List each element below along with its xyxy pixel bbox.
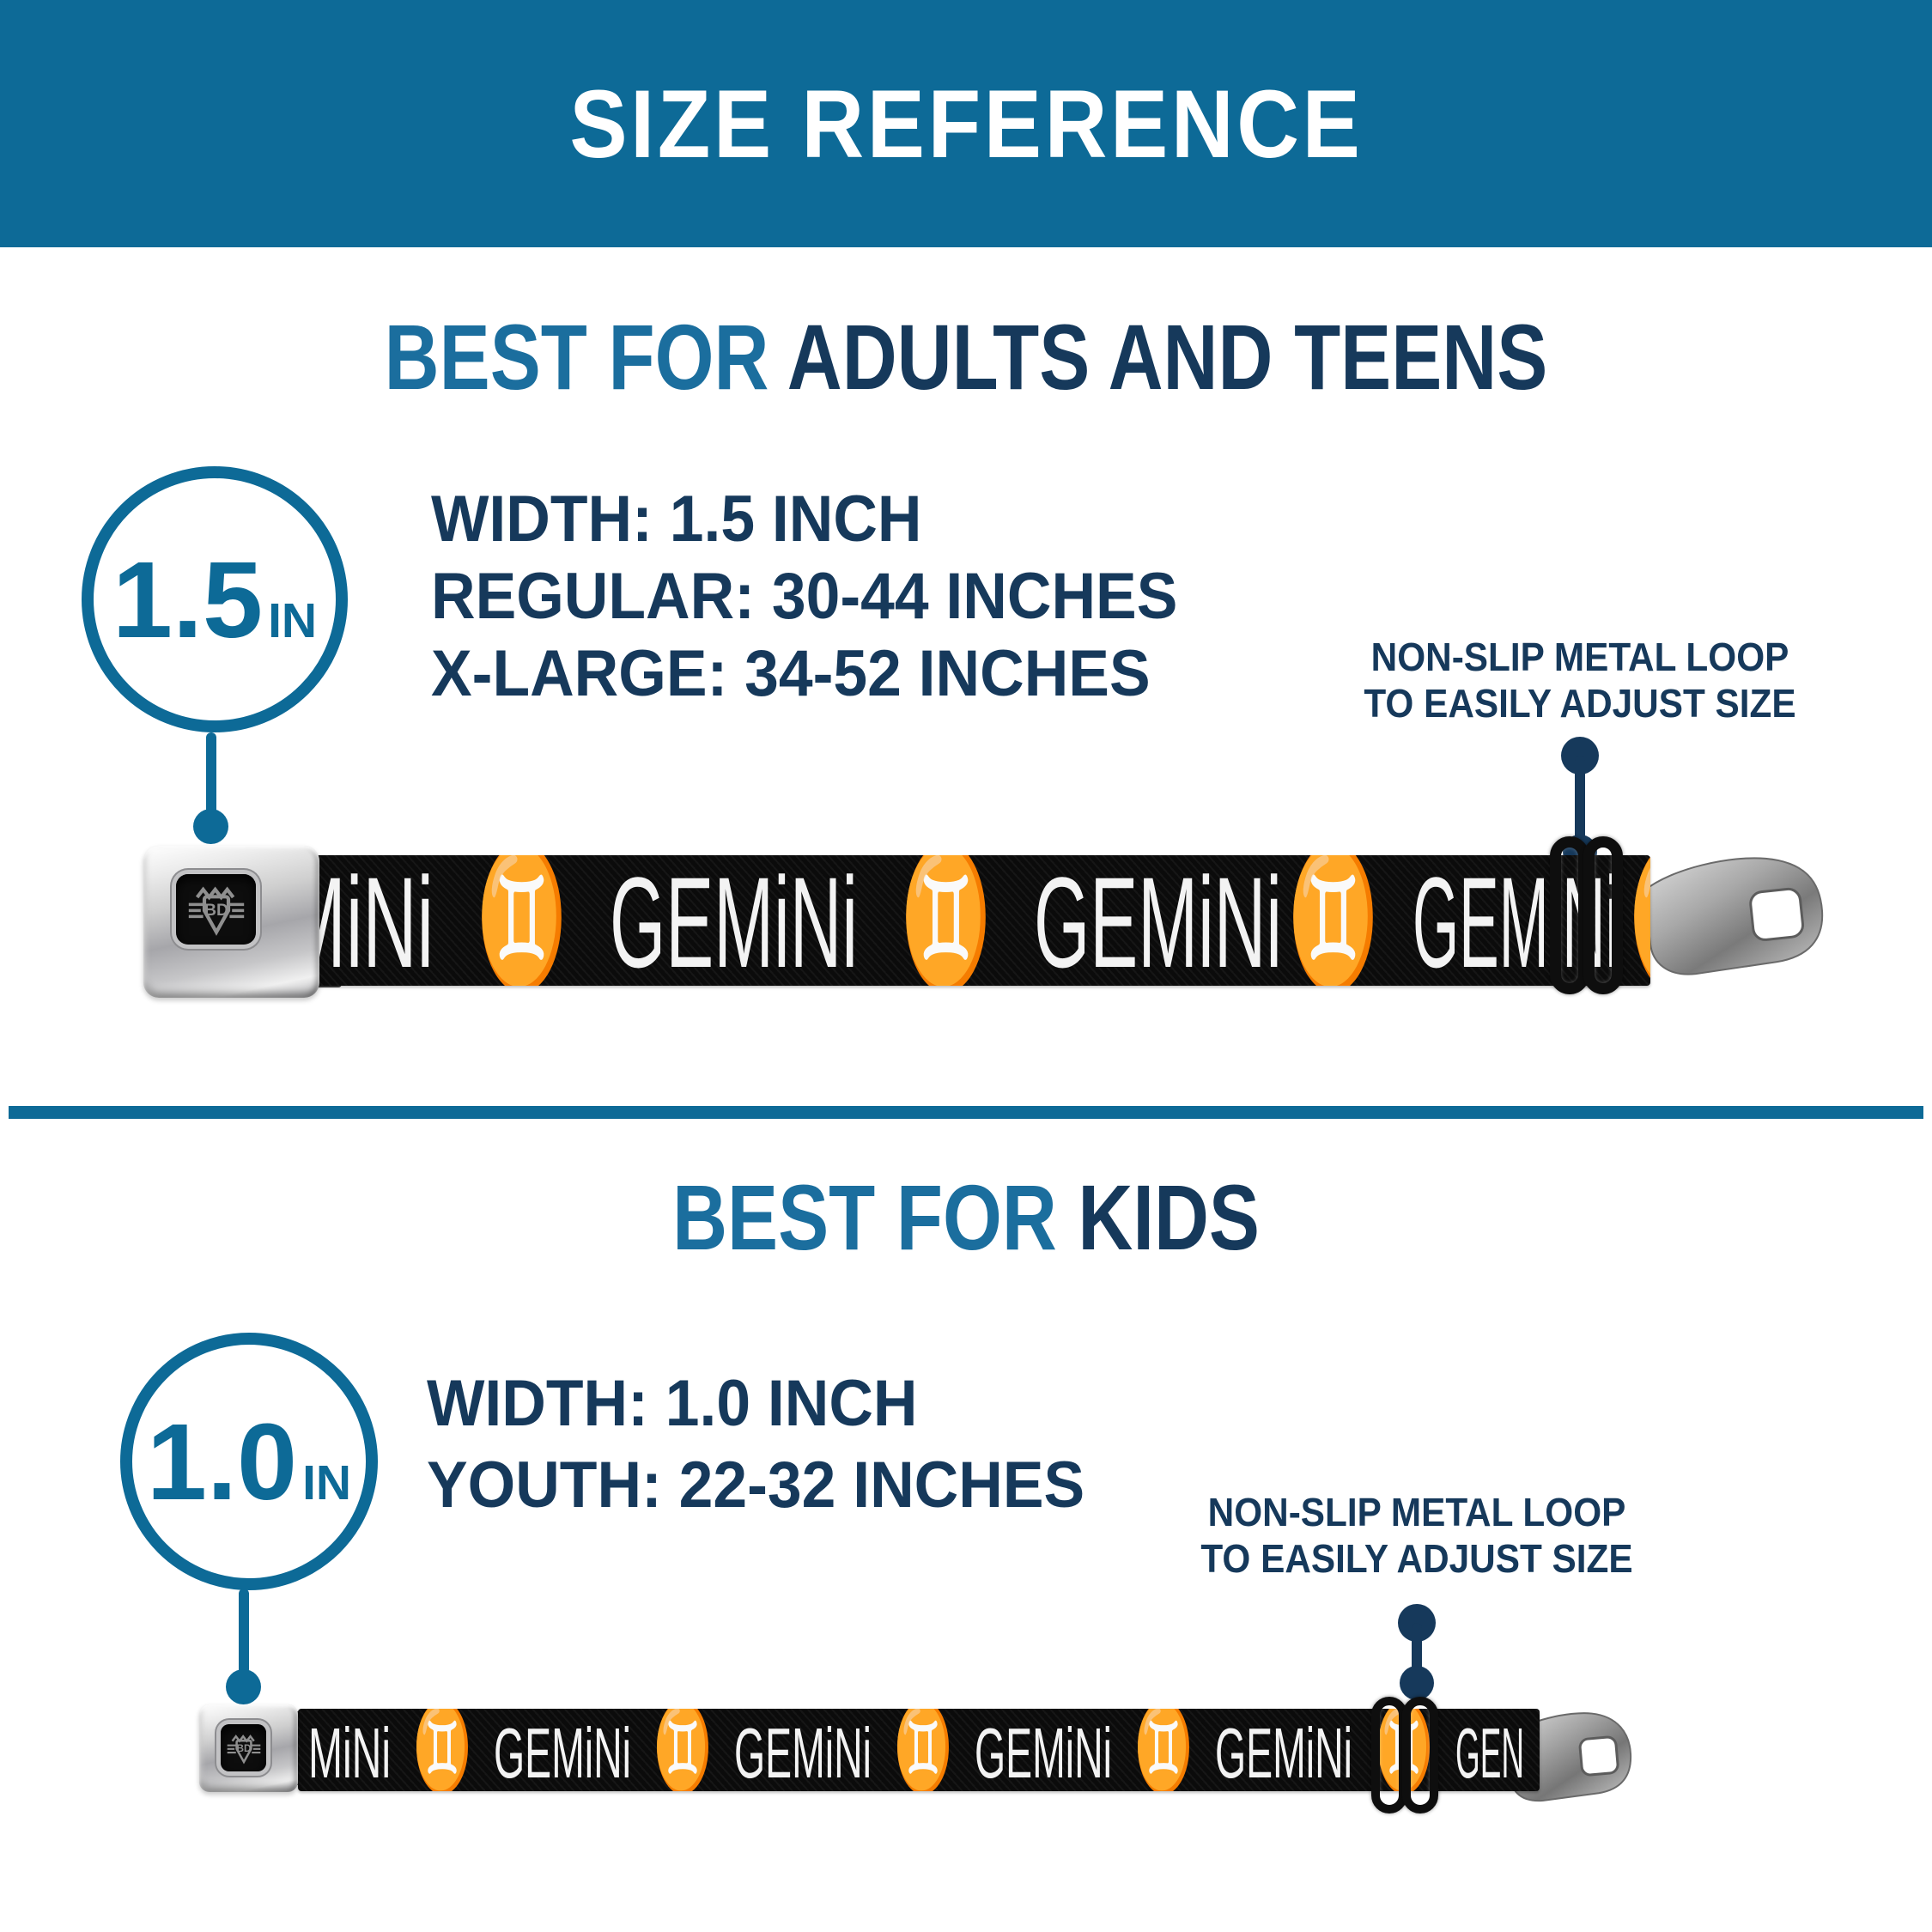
strap-word: GEMiNi (1034, 855, 1282, 986)
callout-line1: NON-SLIP METAL LOOP (1207, 1490, 1626, 1534)
heading-best-for: BEST FOR (384, 305, 769, 409)
strap-word: GEMiNi (975, 1713, 1112, 1791)
gemini-symbol: ♊ (1629, 855, 1650, 986)
page-title: SIZE REFERENCE (568, 70, 1364, 178)
loop-ring (1402, 1697, 1438, 1814)
metal-adjust-loop (1371, 1697, 1438, 1814)
section-kids-heading: BEST FOR KIDS (0, 1171, 1932, 1264)
width-badge-1-5in: 1.5 IN (82, 466, 348, 732)
badge-pointer-line (206, 732, 216, 818)
gemini-symbol: ♊ (901, 855, 991, 986)
strap-word: MiNi (313, 855, 434, 986)
badge-pointer-dot (226, 1669, 261, 1704)
kids-belt: MiNi ♊ GEMiNi ♊ GEMiNi ♊ GEMiNi ♊ GEMiNi… (193, 1673, 1696, 1844)
badge-value: 1.5 (112, 538, 264, 660)
spec-xlarge: X-LARGE: 34-52 INCHES (431, 637, 1151, 710)
spec-youth: YOUTH: 22-32 INCHES (427, 1449, 1085, 1522)
spec-regular: REGULAR: 30-44 INCHES (431, 560, 1178, 633)
badge-unit: IN (268, 592, 318, 648)
metal-latch-plate (1637, 846, 1832, 985)
strap-word: GEMiNi (734, 1713, 872, 1791)
belt-strap: MiNi ♊ GEMiNi ♊ GEMiNi ♊ GEMiNi ♊ GEMiNi… (298, 1709, 1540, 1791)
callout-line2: TO EASILY ADJUST SIZE (1200, 1536, 1633, 1581)
badge-value: 1.0 (146, 1400, 298, 1522)
heading-adults-and-teens: ADULTS AND TEENS (787, 305, 1548, 409)
badge-pointer-line (239, 1589, 249, 1674)
heading-best-for: BEST FOR (672, 1165, 1057, 1269)
gemini-symbol: ♊ (477, 855, 567, 986)
callout-line2: TO EASILY ADJUST SIZE (1364, 681, 1796, 726)
buckle-logo-window: BD (176, 874, 256, 945)
gemini-symbol: ♊ (894, 1709, 952, 1791)
callout-line1: NON-SLIP METAL LOOP (1370, 635, 1789, 679)
loop-pointer-line (1575, 756, 1585, 850)
adults-loop-callout: NON-SLIP METAL LOOP TO EASILY ADJUST SIZ… (1343, 634, 1817, 726)
header-banner: SIZE REFERENCE (0, 0, 1932, 247)
width-badge-1-0in: 1.0 IN (120, 1333, 378, 1590)
spec-width: WIDTH: 1.5 INCH (431, 483, 922, 556)
adults-specs: WIDTH: 1.5 INCH REGULAR: 30-44 INCHES X-… (431, 481, 1177, 713)
adult-belt: MiNi ♊ GEMiNi ♊ GEMiNi ♊ GEMiNi ♊ BD (129, 807, 1846, 1048)
bd-logo-icon: BD (227, 1734, 260, 1765)
strap-word: GEMiNi (1215, 1713, 1352, 1791)
belt-strap: MiNi ♊ GEMiNi ♊ GEMiNi ♊ GEMiNi ♊ (313, 855, 1650, 986)
section-divider (9, 1106, 1923, 1119)
loop-pointer-dot-bottom (1400, 1666, 1434, 1700)
badge-text: 1.5 IN (112, 538, 317, 662)
strap-word: GEMiNi (494, 1713, 631, 1791)
gemini-symbol: ♊ (413, 1709, 471, 1791)
section-adults-heading: BEST FOR ADULTS AND TEENS (0, 311, 1932, 404)
seatbelt-buckle: BD (199, 1704, 298, 1792)
kids-loop-callout: NON-SLIP METAL LOOP TO EASILY ADJUST SIZ… (1180, 1489, 1654, 1582)
loop-ring (1583, 836, 1623, 994)
spec-width: WIDTH: 1.0 INCH (427, 1367, 918, 1440)
buckle-logo-text: BD (236, 1743, 251, 1754)
strap-word: GEMiNi (610, 855, 858, 986)
buckle-logo-window: BD (221, 1724, 266, 1771)
gemini-symbol: ♊ (1288, 855, 1378, 986)
badge-pointer-dot (193, 809, 228, 844)
gemini-symbol: ♊ (653, 1709, 712, 1791)
heading-kids: KIDS (1078, 1165, 1260, 1269)
kids-specs: WIDTH: 1.0 INCH YOUTH: 22-32 INCHES (427, 1363, 1084, 1526)
strap-word: GEN (1455, 1713, 1524, 1791)
badge-text: 1.0 IN (147, 1400, 351, 1524)
buckle-logo-text: BD (204, 901, 228, 920)
badge-unit: IN (302, 1455, 352, 1510)
gemini-symbol: ♊ (1134, 1709, 1193, 1791)
metal-adjust-loop (1550, 836, 1623, 994)
seatbelt-buckle: BD (143, 846, 319, 998)
bd-logo-icon: BD (188, 886, 244, 936)
strap-word: MiNi (308, 1713, 391, 1791)
